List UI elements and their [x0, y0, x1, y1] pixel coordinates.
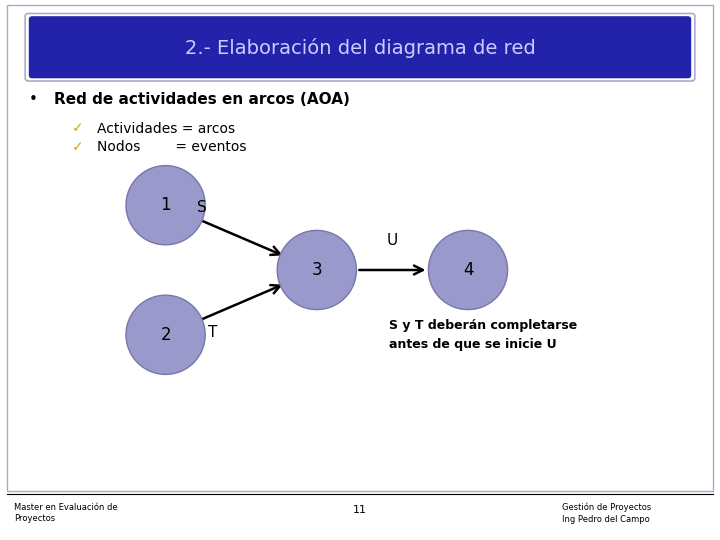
Text: U: U	[387, 233, 398, 248]
Text: T: T	[207, 325, 217, 340]
Text: S y T deberán completarse
antes de que se inicie U: S y T deberán completarse antes de que s…	[389, 319, 577, 351]
Text: ✓: ✓	[72, 122, 84, 136]
Text: •: •	[29, 92, 37, 107]
Text: S: S	[197, 200, 207, 215]
Ellipse shape	[277, 231, 356, 309]
Text: ✓: ✓	[72, 140, 84, 154]
Text: Actividades = arcos: Actividades = arcos	[97, 122, 235, 136]
Text: Master en Evaluación de
Proyectos: Master en Evaluación de Proyectos	[14, 503, 118, 523]
Text: 11: 11	[353, 505, 367, 515]
Text: Red de actividades en arcos (AOA): Red de actividades en arcos (AOA)	[54, 92, 350, 107]
Text: Nodos        = eventos: Nodos = eventos	[97, 140, 247, 154]
Text: Gestión de Proyectos
Ing Pedro del Campo: Gestión de Proyectos Ing Pedro del Campo	[562, 502, 651, 524]
FancyBboxPatch shape	[29, 16, 691, 78]
Text: 2: 2	[161, 326, 171, 344]
Ellipse shape	[428, 231, 508, 309]
Ellipse shape	[126, 166, 205, 245]
Text: 3: 3	[312, 261, 322, 279]
Text: 1: 1	[161, 196, 171, 214]
Ellipse shape	[126, 295, 205, 374]
Text: 2.- Elaboración del diagrama de red: 2.- Elaboración del diagrama de red	[184, 37, 536, 58]
Text: 4: 4	[463, 261, 473, 279]
